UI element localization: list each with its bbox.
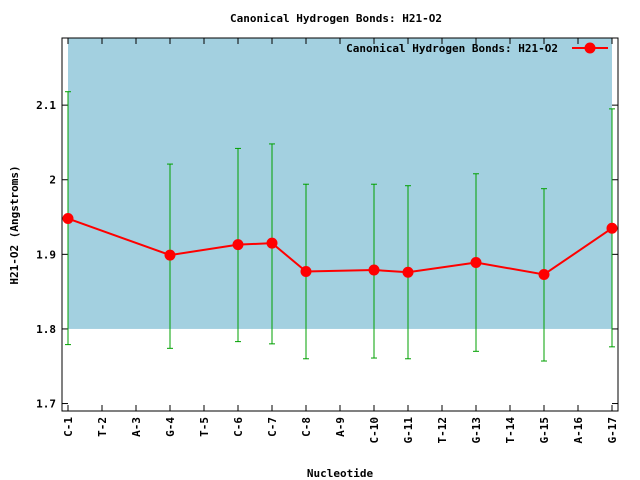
acceptable-range-band: [68, 38, 612, 329]
y-tick-label: 1.8: [36, 323, 56, 336]
chart-title: Canonical Hydrogen Bonds: H21-O2: [230, 12, 442, 25]
data-points: [62, 213, 618, 280]
x-tick-label: T-14: [504, 417, 517, 444]
data-point: [232, 239, 244, 251]
x-axis-label: Nucleotide: [307, 467, 374, 480]
y-tick-label: 2: [49, 174, 56, 187]
data-point: [368, 264, 380, 276]
data-point: [62, 213, 74, 225]
x-tick-label: A-3: [130, 417, 143, 437]
x-tick-label: T-5: [198, 417, 211, 437]
data-point: [164, 249, 176, 261]
y-tick-label: 2.1: [36, 99, 56, 112]
y-tick-label: 1.9: [36, 248, 56, 261]
x-tick-label: C-8: [300, 417, 313, 437]
data-point: [300, 265, 312, 277]
x-axis-ticks: C-1 T-2 A-3 G-4 T-5 C-6 C-7 C-8 A-9 C-10 G-11 T-12 G…: [62, 38, 619, 444]
x-tick-label: C-6: [232, 417, 245, 437]
x-tick-label: G-13: [470, 417, 483, 444]
x-tick-label: G-15: [538, 417, 551, 444]
x-tick-label: G-17: [606, 417, 619, 444]
data-point: [402, 266, 414, 278]
y-axis-ticks: 1.7 1.8 1.9 2 2.1: [36, 99, 618, 411]
x-tick-label: A-9: [334, 417, 347, 437]
x-tick-label: G-11: [402, 417, 415, 444]
x-tick-label: T-12: [436, 417, 449, 444]
x-tick-label: T-2: [96, 417, 109, 437]
data-point: [470, 257, 482, 269]
legend-label: Canonical Hydrogen Bonds: H21-O2: [346, 42, 558, 55]
x-tick-label: A-16: [572, 417, 585, 444]
data-point: [538, 268, 550, 280]
x-tick-label: C-7: [266, 417, 279, 437]
series-line: [67, 217, 613, 276]
y-tick-label: 1.7: [36, 398, 56, 411]
x-tick-label: G-4: [164, 417, 177, 437]
series-polyline: [67, 217, 613, 276]
x-tick-label: C-10: [368, 417, 381, 444]
legend: Canonical Hydrogen Bonds: H21-O2: [346, 42, 608, 55]
data-point: [266, 237, 278, 249]
x-tick-label: C-1: [62, 417, 75, 437]
data-point: [606, 222, 618, 234]
y-axis-label: H21-O2 (Angstroms): [8, 165, 21, 284]
legend-marker: [584, 42, 596, 54]
